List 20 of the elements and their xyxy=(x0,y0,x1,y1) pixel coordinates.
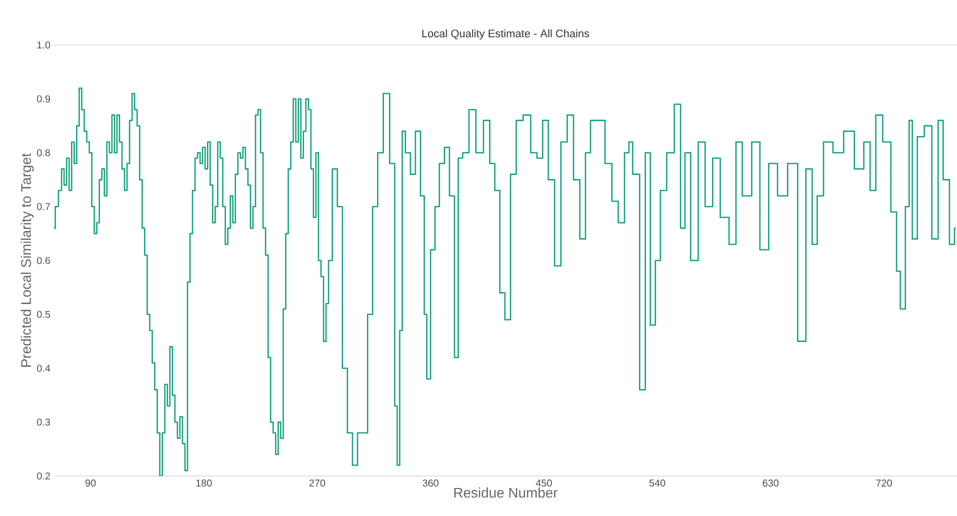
y-axis-title: Predicted Local Similarity to Target xyxy=(20,153,34,367)
x-tick-label: 630 xyxy=(762,480,779,487)
x-tick-label: 180 xyxy=(196,480,212,487)
x-tick-label: 90 xyxy=(85,480,96,487)
x-tick-label: 450 xyxy=(536,480,552,487)
chart-title: Local Quality Estimate - All Chains xyxy=(422,29,590,40)
x-tick-label: 540 xyxy=(649,480,666,487)
y-tick-label: 0.5 xyxy=(37,310,50,318)
x-tick-label: 270 xyxy=(309,480,326,487)
x-tick-label: 360 xyxy=(422,480,438,487)
y-tick-label: 0.8 xyxy=(37,149,50,156)
y-tick-label: 0.6 xyxy=(37,256,50,264)
y-tick-label: 0.3 xyxy=(37,418,50,426)
y-tick-label: 1.0 xyxy=(37,41,50,49)
y-tick-label: 0.9 xyxy=(37,95,50,102)
y-tick-label: 0.7 xyxy=(37,203,50,210)
y-tick-label: 0.2 xyxy=(37,472,50,480)
y-tick-label: 0.4 xyxy=(37,364,50,372)
x-tick-label: 720 xyxy=(876,480,892,487)
x-axis-title: Residue Number xyxy=(454,487,558,498)
